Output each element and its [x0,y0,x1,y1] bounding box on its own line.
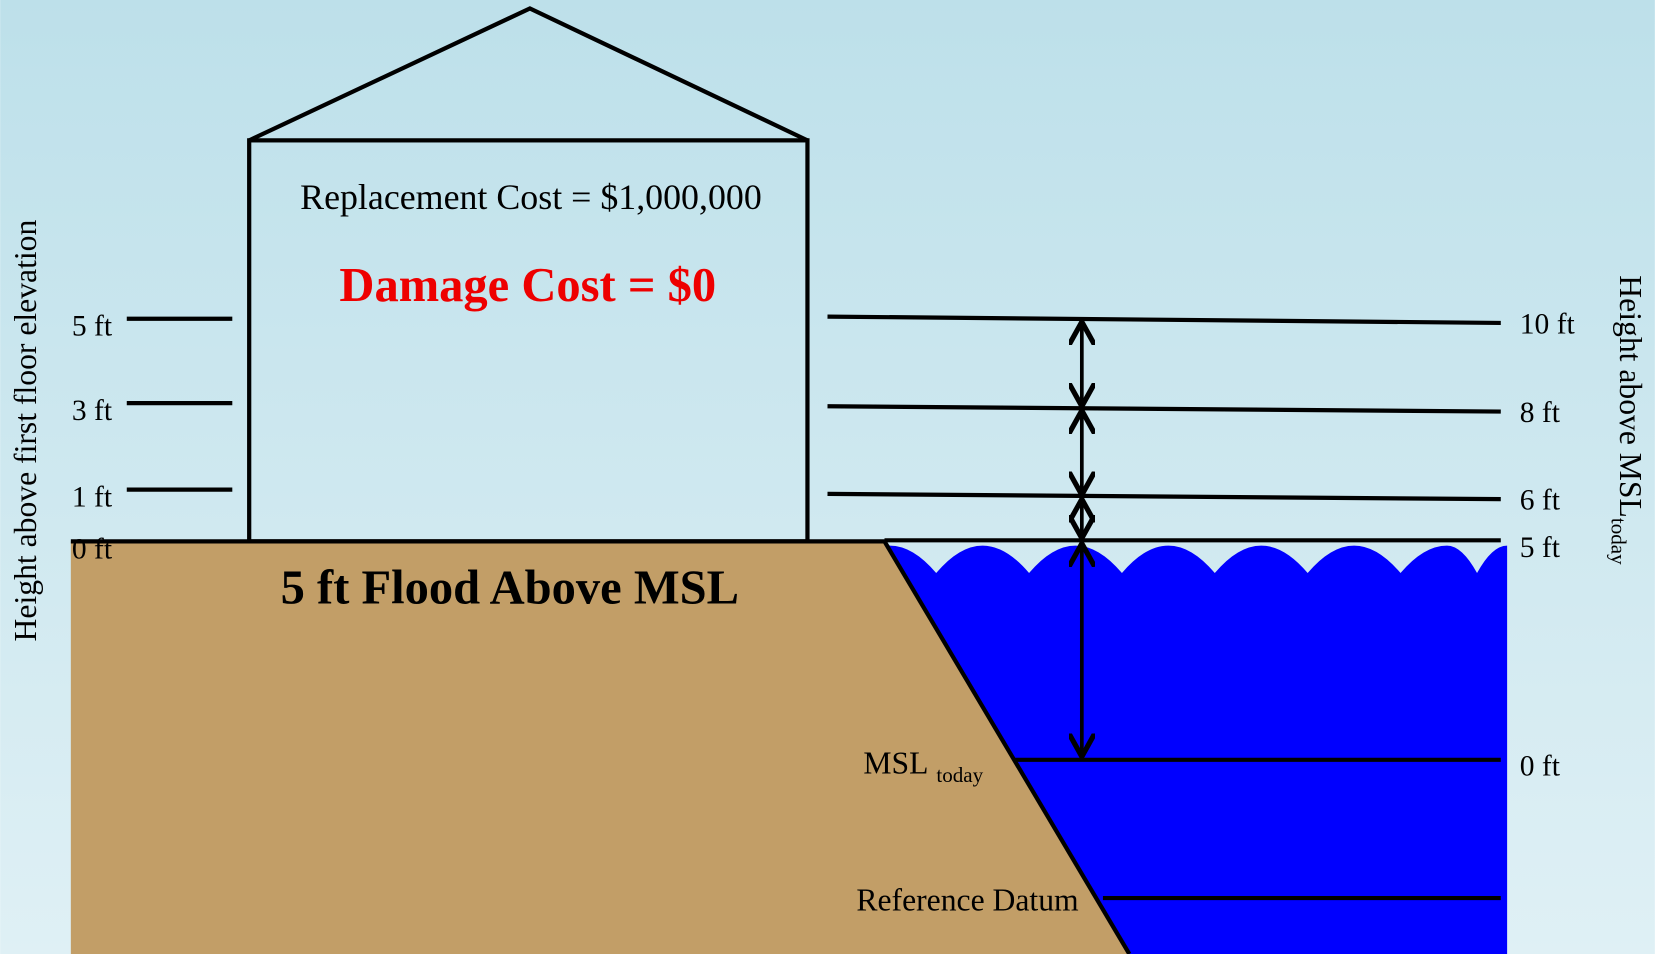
tick-label: 5 ft [1520,532,1561,564]
tick-label: 0 ft [1520,751,1561,783]
tick-label: 1 ft [72,482,113,514]
tick-label: 8 ft [1520,397,1561,429]
flood-diagram: Replacement Cost = $1,000,000 Damage Cos… [0,0,1655,954]
msl-text: MSL [863,746,928,781]
page: Replacement Cost = $1,000,000 Damage Cos… [0,0,1655,954]
tick-label: 0 ft [72,533,113,565]
left-axis-label: Height above first floor elevation [8,220,43,642]
reference-datum: Reference Datum [856,883,1079,918]
label-main: Height above MSL [1613,275,1648,518]
tick-label: 5 ft [72,311,113,343]
tick-label: 6 ft [1520,485,1561,517]
tick-label: 3 ft [72,395,113,427]
flood-label: 5 ft Flood Above MSL [281,562,739,615]
damage-cost: Damage Cost = $0 [339,259,716,312]
msl-subscript: today [936,763,983,787]
replacement-cost: Replacement Cost = $1,000,000 [300,177,762,217]
tick-label: 10 ft [1520,308,1576,340]
label-subscript: today [1607,518,1631,565]
